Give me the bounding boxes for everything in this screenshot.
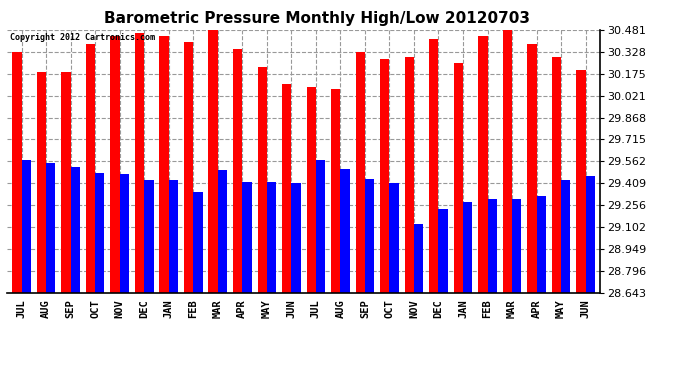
Bar (478, 36, 488, 292)
Bar (159, 36, 169, 292)
Bar (404, 57, 414, 292)
Bar (95, 173, 104, 292)
Bar (119, 174, 129, 292)
Bar (282, 84, 291, 292)
Bar (576, 70, 586, 292)
Bar (218, 170, 227, 292)
Bar (267, 182, 276, 292)
Bar (21, 160, 31, 292)
Bar (61, 72, 70, 292)
Bar (86, 44, 95, 292)
Bar (414, 224, 423, 292)
Bar (233, 49, 242, 292)
Text: Copyright 2012 Cartronics.com: Copyright 2012 Cartronics.com (10, 33, 155, 42)
Bar (169, 180, 178, 292)
Bar (453, 63, 463, 292)
Bar (316, 160, 325, 292)
Bar (488, 199, 497, 292)
Bar (110, 36, 119, 292)
Bar (242, 182, 252, 292)
Bar (561, 180, 571, 292)
Text: Barometric Pressure Monthly High/Low 20120703: Barometric Pressure Monthly High/Low 201… (104, 11, 531, 26)
Bar (463, 201, 472, 292)
Bar (429, 39, 438, 292)
Bar (257, 67, 267, 292)
Bar (389, 183, 399, 292)
Bar (537, 196, 546, 292)
Bar (527, 44, 537, 292)
Bar (70, 167, 80, 292)
Bar (355, 52, 365, 292)
Bar (37, 72, 46, 292)
Bar (365, 178, 374, 292)
Bar (331, 89, 340, 292)
Bar (144, 180, 154, 292)
Bar (380, 59, 389, 292)
Bar (512, 199, 522, 292)
Bar (503, 30, 512, 292)
Bar (552, 57, 561, 292)
Bar (12, 52, 21, 292)
Bar (586, 176, 595, 292)
Bar (46, 163, 55, 292)
Bar (306, 87, 316, 292)
Bar (135, 33, 144, 292)
Bar (193, 192, 203, 292)
Bar (208, 23, 218, 293)
Bar (340, 169, 350, 292)
Bar (291, 183, 301, 292)
Bar (438, 209, 448, 292)
Bar (184, 42, 193, 292)
